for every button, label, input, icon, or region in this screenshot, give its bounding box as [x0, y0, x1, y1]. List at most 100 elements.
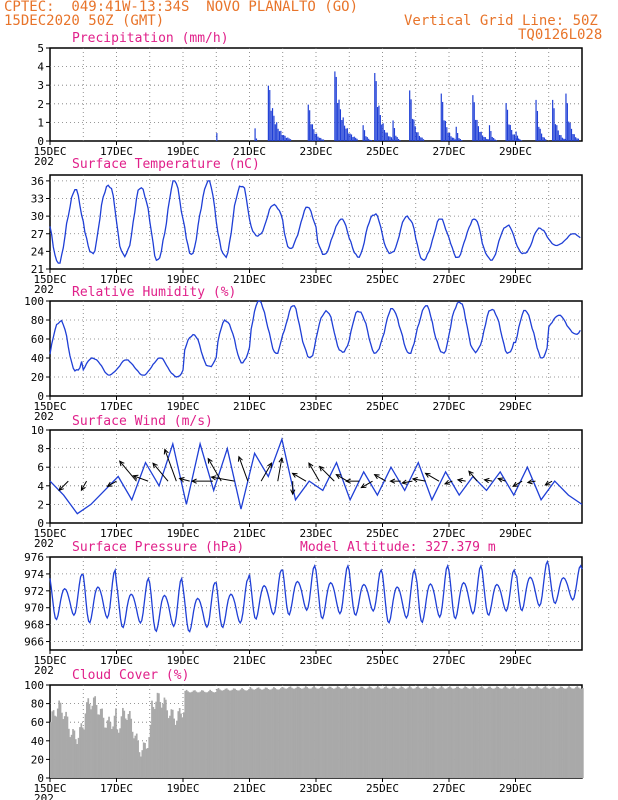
station-header: CPTEC: 049:41W-13:34S NOVO PLANALTO (GO): [4, 0, 359, 15]
precip-bar: [316, 133, 318, 141]
precip-bar: [506, 109, 509, 141]
precip-xtick-label: 21DEC: [233, 145, 266, 158]
cloud-bar: [234, 688, 236, 778]
precip-bar: [538, 126, 540, 141]
temp-year-stub: 202: [34, 283, 54, 296]
cloud-bar: [155, 701, 157, 778]
pres-ytick-label: 974: [24, 568, 44, 581]
cloud-bar: [457, 686, 459, 778]
cloud-bar: [109, 722, 112, 778]
precip-bar: [553, 108, 555, 141]
cloud-xtick-label: 19DEC: [166, 782, 199, 795]
wind-arrow-head: [497, 477, 504, 483]
cloud-bar: [73, 730, 76, 778]
cloud-ytick-label: 20: [31, 753, 44, 766]
cloud-bar: [354, 687, 357, 778]
cloud-xtick-label: 15DEC: [33, 782, 66, 795]
cloud-bar: [80, 723, 83, 778]
cloud-year-stub: 202: [34, 792, 54, 800]
precip-bar: [515, 131, 517, 141]
precip-bar: [505, 103, 507, 141]
cloud-bar: [194, 690, 196, 778]
cloud-ytick-label: 40: [31, 735, 44, 748]
precip-bar: [411, 118, 414, 141]
wind-arrow-head: [210, 475, 217, 481]
precip-bar: [477, 126, 480, 141]
cloud-bar: [383, 687, 386, 778]
cloud-bar: [260, 689, 263, 778]
wind-arrow-head: [267, 462, 273, 469]
precip-bar: [350, 134, 353, 141]
wind-ytick-label: 4: [37, 480, 44, 493]
cloud-bar: [440, 685, 443, 778]
precip-bars: [216, 71, 580, 141]
cloud-bar: [579, 688, 581, 778]
precip-bar: [495, 140, 498, 141]
rh-ytick-label: 40: [31, 352, 44, 365]
cloud-bar: [493, 688, 496, 778]
pres-ytick-label: 976: [24, 551, 44, 564]
cloud-bar: [311, 687, 314, 778]
cloud-bar: [274, 688, 277, 778]
cloud-bar: [399, 687, 401, 778]
precip-bar: [386, 132, 388, 141]
cloud-bar: [279, 688, 282, 778]
cloud-bar: [458, 687, 461, 778]
precip-bar: [440, 93, 442, 141]
cloud-bar: [152, 706, 155, 778]
precip-bar: [421, 137, 423, 141]
precip-bar: [564, 138, 566, 141]
cloud-bar: [242, 689, 245, 778]
wind-arrow-shaft: [80, 480, 88, 491]
cloud-bar: [422, 687, 425, 778]
cloud-bar: [120, 716, 123, 778]
cloud-ytick-label: 100: [24, 679, 44, 692]
cloud-bar: [65, 711, 67, 778]
precip-bar: [307, 104, 309, 141]
cloud-bar: [228, 690, 231, 778]
wind-arrow-shaft: [444, 480, 453, 485]
cloud-bar: [105, 727, 108, 778]
cloud-bar: [494, 687, 497, 778]
wind-arrow-shaft: [179, 477, 190, 482]
cloud-bar: [70, 734, 73, 778]
precip-bar: [355, 137, 357, 141]
cloud-bar: [195, 691, 198, 778]
precip-bar: [516, 135, 519, 141]
cloud-bar: [50, 722, 52, 778]
pres-extra-title: Model Altitude: 327.379 m: [300, 540, 496, 555]
precip-bar: [276, 122, 278, 141]
wind-arrow-shaft: [484, 479, 493, 482]
cloud-bar: [505, 687, 508, 778]
cloud-bar: [116, 729, 119, 778]
cloud-bar: [141, 750, 144, 778]
precip-xtick-label: 15DEC: [33, 145, 66, 158]
precip-bar: [566, 103, 568, 141]
precip-bar: [484, 137, 486, 141]
cloud-bar: [231, 689, 234, 778]
pres-xtick-label: 27DEC: [432, 654, 465, 667]
cloud-bar: [425, 686, 428, 778]
cloud-bar: [539, 688, 541, 778]
precip-bar: [334, 71, 336, 141]
wind-arrow-head: [483, 477, 490, 484]
cloud-bar: [91, 705, 94, 778]
cloud-bar: [467, 688, 469, 778]
wind-arrow-shaft: [292, 472, 307, 482]
rh-xtick-label: 29DEC: [499, 400, 532, 413]
cloud-bar: [162, 703, 164, 778]
cloud-bar: [536, 686, 538, 778]
cloud-bar: [361, 686, 364, 778]
cloud-bar: [487, 686, 490, 778]
model-code: TQ0126L028: [518, 27, 603, 43]
wind-xtick-label: 21DEC: [233, 527, 266, 540]
cloud-bar: [137, 740, 139, 778]
temp-series-line: [49, 180, 581, 264]
cloud-bar: [87, 698, 90, 778]
precip-bar: [518, 139, 520, 141]
cloud-bar: [110, 728, 113, 778]
precip-bar: [368, 138, 370, 141]
cloud-bar: [248, 689, 250, 778]
cloud-bar: [259, 688, 261, 778]
precip-bar: [480, 131, 482, 141]
